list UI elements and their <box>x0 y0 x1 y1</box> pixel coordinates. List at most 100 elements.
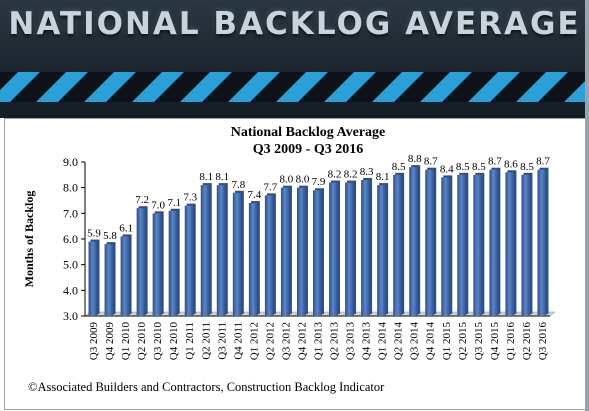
x-tick-label: Q2 2012 <box>264 322 276 360</box>
x-tick-label: Q2 2014 <box>393 322 405 361</box>
data-label: 7.0 <box>151 199 165 211</box>
x-tick-label: Q2 2016 <box>521 322 533 361</box>
x-tick-label: Q3 2014 <box>409 322 421 361</box>
bar <box>457 174 467 316</box>
bar <box>232 192 242 316</box>
x-tick-label: Q3 2012 <box>280 322 292 360</box>
x-tick-label: Q2 2013 <box>329 322 341 361</box>
data-label: 8.1 <box>215 171 229 183</box>
bar <box>489 169 499 316</box>
x-tick-label: Q1 2012 <box>248 322 260 360</box>
data-label: 6.1 <box>119 222 133 234</box>
x-tick-label: Q2 2010 <box>136 322 148 361</box>
x-tick-label: Q3 2013 <box>345 322 357 361</box>
y-tick-label: 4.0 <box>63 283 78 297</box>
banner-title: NATIONAL BACKLOG AVERAGE <box>8 6 581 42</box>
value-labels: 5.9 5.86.17.2 7.0 7.1 7.38.1 8.17.87.47.78.0 8… <box>87 153 550 242</box>
data-label: 7.1 <box>167 197 181 209</box>
data-label: 8.7 <box>536 156 550 168</box>
data-label: 8.0 <box>296 174 310 186</box>
bar <box>296 187 306 316</box>
x-tick-label: Q4 2009 <box>104 322 116 361</box>
bars <box>88 165 549 316</box>
bar <box>168 210 178 316</box>
x-tick-label: Q3 2015 <box>473 322 485 361</box>
backlog-bar-chart: National Backlog Average Q3 2009 - Q3 20… <box>22 125 556 361</box>
data-label: 8.2 <box>344 169 358 181</box>
chart-title: National Backlog Average <box>231 125 386 140</box>
hazard-stripe <box>468 72 520 102</box>
bar <box>473 174 483 316</box>
bar <box>521 174 531 316</box>
data-label: 8.5 <box>520 161 534 173</box>
bar <box>216 185 226 316</box>
data-label: 5.8 <box>103 230 117 242</box>
x-tick-label: Q3 2011 <box>216 322 228 360</box>
x-tick-label: Q1 2010 <box>120 322 132 361</box>
y-tick-label: 5.0 <box>63 258 78 272</box>
x-tick-label: Q1 2014 <box>377 322 389 361</box>
bar <box>120 236 130 316</box>
hazard-stripe <box>36 72 88 102</box>
x-tick-label: Q4 2012 <box>296 322 308 360</box>
hazard-stripe <box>420 72 472 102</box>
x-tick-label: Q2 2015 <box>457 322 469 361</box>
data-label: 7.7 <box>264 181 278 193</box>
bar <box>425 169 435 316</box>
x-tick-label: Q4 2011 <box>232 322 244 360</box>
data-label: 8.8 <box>408 153 422 165</box>
data-label: 8.7 <box>488 156 502 168</box>
bar <box>441 177 451 316</box>
bar <box>104 244 114 316</box>
data-label: 8.5 <box>472 161 486 173</box>
hazard-stripe <box>516 72 568 102</box>
x-tick-label: Q3 2010 <box>152 322 164 361</box>
data-label: 8.0 <box>280 174 294 186</box>
data-label: 5.9 <box>87 228 101 240</box>
x-tick-label: Q4 2010 <box>168 322 180 361</box>
chart-panel: National Backlog Average Q3 2009 - Q3 20… <box>4 118 587 410</box>
data-label: 8.5 <box>456 161 470 173</box>
x-tick-label: Q3 2016 <box>537 322 549 361</box>
banner: NATIONAL BACKLOG AVERAGE <box>0 0 589 118</box>
bar <box>313 190 322 316</box>
hazard-stripe <box>84 72 136 102</box>
chart-subtitle: Q3 2009 - Q3 2016 <box>253 142 363 157</box>
hazard-stripe <box>228 72 280 102</box>
y-tick-label: 3.0 <box>63 309 78 323</box>
bar <box>409 167 419 316</box>
bar <box>136 208 146 316</box>
data-label: 8.2 <box>328 169 342 181</box>
hazard-stripe <box>180 72 232 102</box>
hazard-stripe <box>132 72 184 102</box>
hazard-stripe <box>276 72 328 102</box>
data-label: 7.9 <box>312 176 326 188</box>
x-tick-label: Q4 2014 <box>425 322 437 361</box>
bar <box>184 205 194 316</box>
bar <box>88 241 98 316</box>
x-tick-label: Q4 2013 <box>361 322 373 361</box>
bar <box>200 185 210 316</box>
y-tick-label: 6.0 <box>63 232 78 246</box>
x-tick-labels: Q3 2009 Q4 2009 Q1 2010 Q2 2010 Q3 2010 Q4 20… <box>88 322 549 361</box>
bar <box>248 203 258 316</box>
data-label: 7.8 <box>231 179 245 191</box>
hazard-stripe <box>564 77 589 102</box>
x-tick-label: Q3 2009 <box>88 322 100 361</box>
source-credit: ©Associated Builders and Contractors, Co… <box>28 380 385 394</box>
x-tick-label: Q1 2015 <box>441 322 453 361</box>
y-tick-label: 9.0 <box>63 155 78 169</box>
y-tick-label: 8.0 <box>63 181 78 195</box>
x-tick-label: Q1 2013 <box>313 322 325 361</box>
hazard-stripe <box>0 72 40 102</box>
bar <box>345 182 355 316</box>
data-label: 8.1 <box>199 171 213 183</box>
data-label: 8.3 <box>360 166 374 178</box>
bar <box>264 195 274 316</box>
x-tick-label: Q2 2011 <box>200 322 212 360</box>
bar <box>377 185 387 316</box>
y-tick-label: 7.0 <box>63 206 78 220</box>
bar <box>393 174 403 316</box>
x-tick-label: Q1 2016 <box>505 322 517 361</box>
data-label: 7.2 <box>135 194 149 206</box>
